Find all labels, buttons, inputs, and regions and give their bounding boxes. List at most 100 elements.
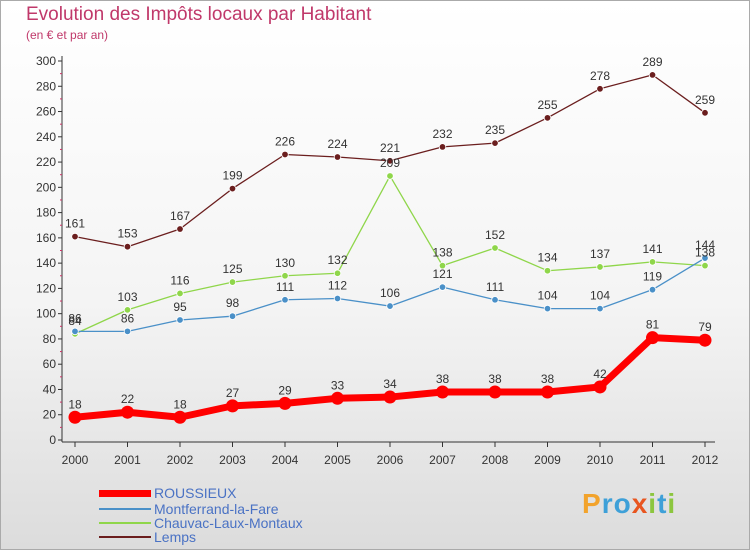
data-point <box>71 232 79 241</box>
logo-letter: i <box>667 488 677 519</box>
data-point <box>438 283 447 291</box>
data-label: 79 <box>698 320 712 334</box>
data-label: 209 <box>380 156 400 170</box>
data-point <box>438 143 447 151</box>
data-point <box>541 385 554 399</box>
data-label: 111 <box>276 280 295 294</box>
x-tick-label: 2001 <box>114 453 141 467</box>
data-label: 278 <box>590 69 610 83</box>
logo-letter: x <box>631 488 649 519</box>
data-point <box>596 85 604 93</box>
data-point <box>123 243 132 251</box>
data-label: 161 <box>65 217 85 231</box>
legend-label: Montferrand-la-Fare <box>154 501 279 517</box>
data-label: 111 <box>486 280 505 294</box>
x-tick-label: 2006 <box>377 453 404 467</box>
data-point <box>491 139 499 147</box>
data-point <box>491 244 499 252</box>
data-label: 141 <box>642 242 662 256</box>
data-label: 104 <box>590 289 610 303</box>
data-point <box>281 272 289 280</box>
data-point <box>173 410 187 424</box>
data-label: 125 <box>222 262 242 276</box>
data-point <box>176 225 184 233</box>
data-point <box>698 333 712 347</box>
y-tick-label: 160 <box>36 231 56 245</box>
y-tick-label: 120 <box>36 281 56 295</box>
data-label: 226 <box>275 134 295 148</box>
legend-swatch <box>99 522 151 524</box>
data-label: 27 <box>226 386 240 400</box>
x-tick-label: 2012 <box>692 453 719 467</box>
data-label: 138 <box>432 246 452 260</box>
legend-swatch <box>99 508 151 510</box>
logo-letter: i <box>648 488 658 519</box>
data-label: 259 <box>695 93 715 107</box>
data-point <box>646 331 659 345</box>
y-tick-label: 60 <box>43 357 57 371</box>
y-tick-label: 180 <box>36 206 56 220</box>
legend-label: Lemps <box>154 529 197 545</box>
data-point <box>701 254 709 262</box>
data-point <box>331 391 344 405</box>
data-label: 235 <box>485 123 505 137</box>
data-point <box>701 109 709 117</box>
logo-letter: r <box>601 488 614 519</box>
data-label: 42 <box>593 367 607 381</box>
chart-subtitle: (en € et par an) <box>26 28 109 42</box>
data-point <box>228 312 237 320</box>
data-point <box>596 263 604 271</box>
data-label: 138 <box>695 246 715 260</box>
x-tick-label: 2010 <box>587 453 614 467</box>
data-label: 255 <box>537 98 557 112</box>
data-point <box>543 267 552 275</box>
data-label: 152 <box>485 228 505 242</box>
data-point <box>123 306 132 314</box>
data-point <box>123 327 132 336</box>
data-label: 224 <box>327 137 347 151</box>
data-label: 38 <box>436 372 450 386</box>
y-tick-label: 0 <box>49 433 56 447</box>
data-point <box>228 184 237 193</box>
data-label: 29 <box>278 383 292 397</box>
x-tick-label: 2000 <box>62 453 89 467</box>
data-point <box>436 385 449 399</box>
data-point <box>68 410 82 424</box>
data-label: 221 <box>380 141 400 155</box>
data-label: 116 <box>170 273 189 287</box>
data-point <box>176 316 184 324</box>
data-label: 86 <box>121 311 135 325</box>
data-label: 132 <box>327 253 347 267</box>
data-label: 18 <box>173 397 187 411</box>
logo-letter: t <box>657 488 668 519</box>
legend-swatch <box>99 489 151 497</box>
y-tick-label: 280 <box>36 79 56 93</box>
y-tick-label: 240 <box>36 130 56 144</box>
logo-letter: P <box>582 488 602 519</box>
logo-letter: o <box>613 488 632 519</box>
data-point <box>333 153 342 161</box>
y-tick-label: 300 <box>36 54 56 68</box>
data-label: 104 <box>537 289 557 303</box>
data-point <box>593 380 607 394</box>
data-point <box>491 296 499 304</box>
data-point <box>386 302 394 310</box>
data-label: 137 <box>590 247 610 261</box>
proxiti-logo: Proxiti <box>582 488 676 520</box>
data-point <box>176 289 184 298</box>
data-point <box>386 157 394 165</box>
chart-title: Evolution des Impôts locaux par Habitant <box>26 4 372 25</box>
data-label: 167 <box>170 209 190 223</box>
y-tick-label: 220 <box>36 155 56 169</box>
y-tick-label: 100 <box>36 307 56 321</box>
data-label: 289 <box>642 55 662 69</box>
data-label: 153 <box>117 227 137 241</box>
data-point <box>333 269 342 277</box>
x-tick-label: 2002 <box>167 453 194 467</box>
data-point <box>701 261 709 270</box>
data-label: 134 <box>537 251 557 265</box>
legend-item: Chauvac-Laux-Montaux <box>99 515 303 531</box>
data-label: 103 <box>117 290 137 304</box>
